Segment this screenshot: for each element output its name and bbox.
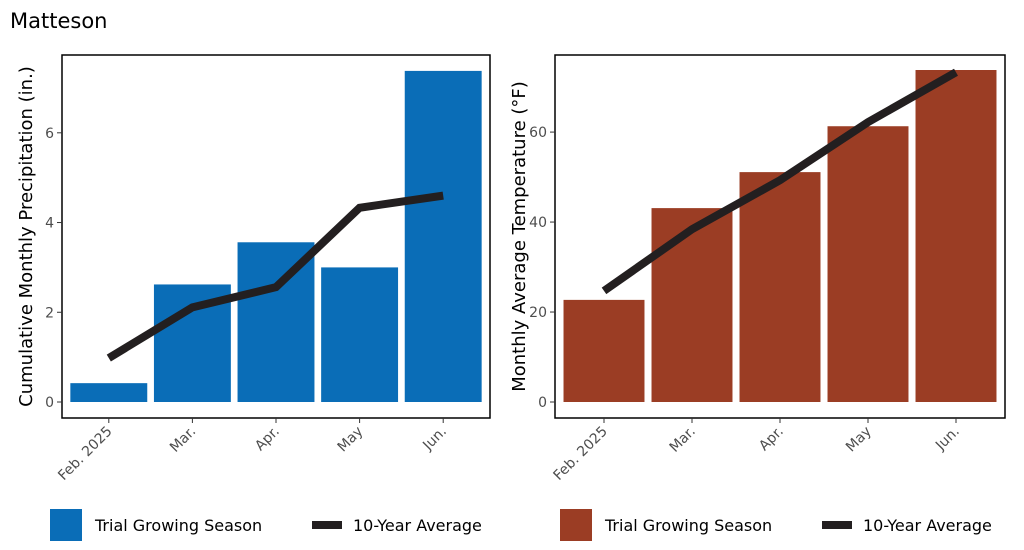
x-tick-label-1-3: May	[843, 424, 875, 456]
legend-label-bar-0: Trial Growing Season	[94, 516, 262, 535]
bar-0-4	[404, 70, 482, 402]
x-tick-label-1-4: Jun.	[932, 424, 963, 455]
x-tick-label-0-2: Apr.	[252, 424, 283, 455]
y-tick-label-0-0: 0	[45, 395, 54, 411]
y-axis-title-0: Cumulative Monthly Precipitation (in.)	[16, 66, 37, 407]
y-tick-label-0-6: 6	[45, 126, 54, 142]
avg-line-0	[106, 191, 444, 362]
y-tick-label-1-20: 20	[529, 305, 547, 321]
avg-line-1	[601, 68, 958, 295]
bar-0-0	[70, 383, 148, 402]
y-tick-label-1-60: 60	[529, 125, 547, 141]
bar-1-0	[563, 299, 645, 402]
y-tick-label-0-4: 4	[45, 216, 54, 232]
y-tick-label-1-0: 0	[538, 395, 547, 411]
x-tick-label-0-3: May	[335, 424, 367, 456]
bar-1-2	[739, 172, 821, 402]
x-tick-label-0-1: Mar.	[167, 424, 199, 456]
x-tick-label-1-1: Mar.	[667, 424, 699, 456]
legend-swatch-bar-1	[560, 509, 592, 541]
x-tick-label-0-4: Jun.	[419, 424, 450, 455]
x-tick-label-0-0: Feb. 2025	[55, 424, 115, 484]
x-tick-label-1-0: Feb. 2025	[550, 424, 610, 484]
bar-0-2	[237, 242, 315, 402]
bar-1-3	[827, 126, 909, 402]
legend-label-line-1: 10-Year Average	[863, 516, 992, 535]
legend-label-line-0: 10-Year Average	[353, 516, 482, 535]
legend-swatch-bar-0	[50, 509, 82, 541]
x-tick-label-1-2: Apr.	[756, 424, 787, 455]
y-tick-label-1-40: 40	[529, 215, 547, 231]
y-tick-label-0-2: 2	[45, 305, 54, 321]
y-axis-title-1: Monthly Average Temperature (°F)	[509, 81, 530, 392]
figure-title: Matteson	[10, 9, 107, 33]
bar-1-4	[915, 70, 997, 402]
bar-1-1	[651, 208, 733, 402]
bar-0-3	[321, 267, 399, 402]
legend-label-bar-1: Trial Growing Season	[604, 516, 772, 535]
